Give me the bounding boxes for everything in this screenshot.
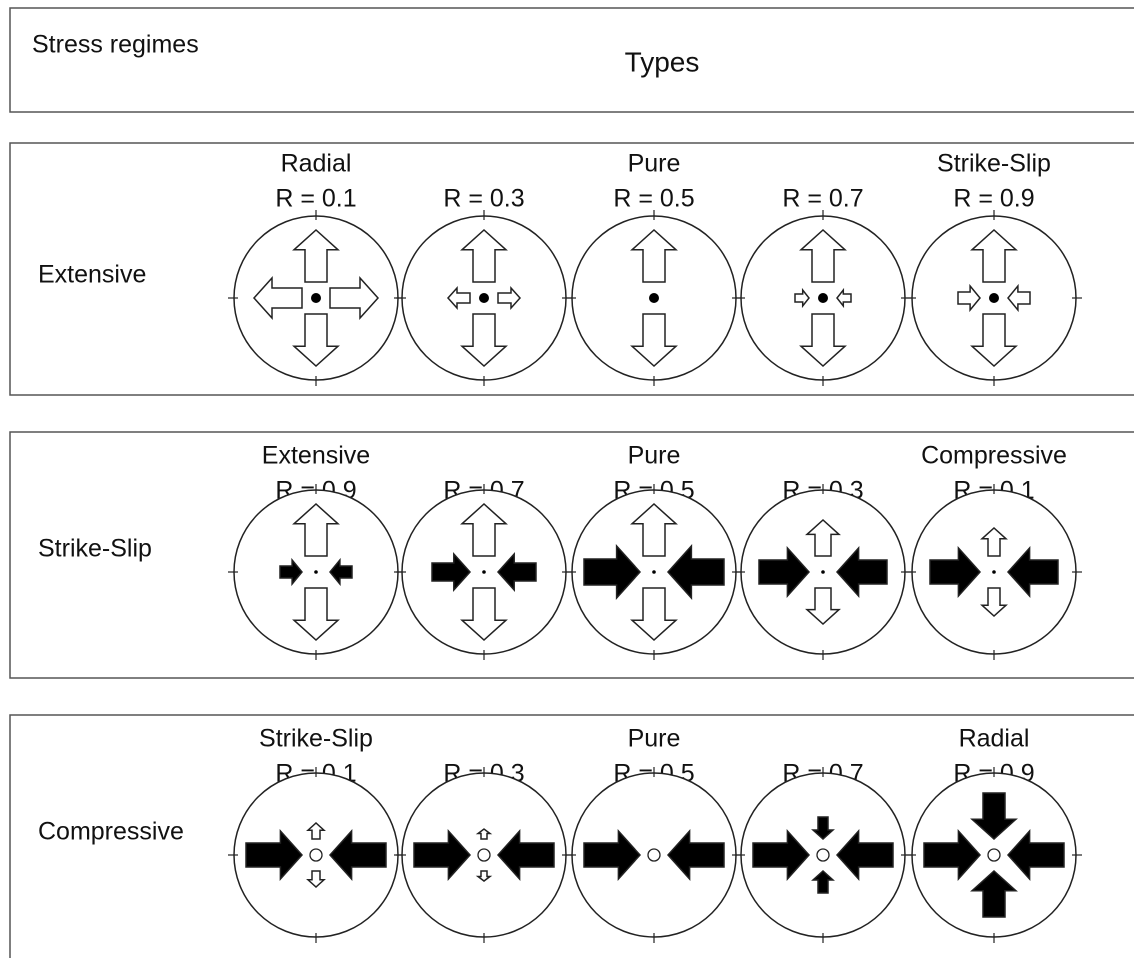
stress-arrow <box>460 228 508 283</box>
stress-arrow <box>583 829 642 881</box>
stress-arrow <box>630 502 678 557</box>
row-panel <box>9 714 1134 958</box>
stress-arrow <box>328 829 387 881</box>
stress-arrow <box>460 313 508 368</box>
stress-arrow <box>497 286 522 310</box>
stress-arrow <box>970 792 1018 841</box>
center-dot <box>309 848 323 862</box>
type-label: Pure <box>628 725 681 753</box>
r-label: R = 0.1 <box>275 185 356 213</box>
header-box <box>9 7 1134 113</box>
r-label: R = 0.7 <box>782 185 863 213</box>
stress-arrow <box>811 816 835 841</box>
stress-arrow <box>306 870 326 889</box>
type-label: Pure <box>628 150 681 178</box>
r-label: R = 0.9 <box>953 185 1034 213</box>
stress-arrow <box>794 287 810 309</box>
row-panel <box>9 142 1134 396</box>
stress-arrow <box>446 286 471 310</box>
stress-arrow <box>1006 546 1059 598</box>
stress-arrow <box>475 870 493 882</box>
center-dot <box>647 848 661 862</box>
stress-arrow <box>805 518 841 557</box>
center-dot <box>314 570 318 574</box>
stress-arrow <box>835 546 888 598</box>
stress-arrow <box>836 287 852 309</box>
center-dot <box>818 293 828 303</box>
stress-arrow <box>431 552 472 592</box>
center-dot <box>311 293 321 303</box>
stress-arrow <box>805 587 841 626</box>
type-label: Pure <box>628 442 681 470</box>
stress-arrow <box>475 828 493 840</box>
center-dot <box>989 293 999 303</box>
stress-arrow <box>630 228 678 283</box>
stress-arrow <box>292 313 340 368</box>
stress-arrow <box>292 587 340 642</box>
stress-arrow <box>496 829 555 881</box>
type-label: Strike-Slip <box>259 725 373 753</box>
stress-arrow <box>460 502 508 557</box>
stress-arrow <box>630 587 678 642</box>
stress-arrow <box>799 228 847 283</box>
stress-arrow <box>799 313 847 368</box>
stress-arrow <box>970 313 1018 368</box>
stress-arrow <box>292 228 340 283</box>
regime-label: Compressive <box>38 818 184 846</box>
stress-arrow <box>630 313 678 368</box>
center-dot <box>987 848 1001 862</box>
stress-arrow <box>970 869 1018 918</box>
stress-arrow <box>923 829 982 881</box>
stress-arrow <box>329 557 353 587</box>
stress-arrow <box>279 557 303 587</box>
stress-arrow <box>811 869 835 894</box>
stress-arrow <box>970 228 1018 283</box>
stress-arrow <box>252 276 303 320</box>
stress-arrow <box>460 587 508 642</box>
stress-arrow <box>758 546 811 598</box>
stress-arrow <box>929 546 982 598</box>
type-label: Radial <box>281 150 352 178</box>
type-label: Strike-Slip <box>937 150 1051 178</box>
stress-arrow <box>666 544 725 600</box>
stress-arrow <box>957 283 981 313</box>
stress-arrow <box>583 544 642 600</box>
center-dot <box>652 570 656 574</box>
center-dot <box>482 570 486 574</box>
stress-arrow <box>245 829 304 881</box>
r-label: R = 0.3 <box>443 185 524 213</box>
type-label: Radial <box>959 725 1030 753</box>
stress-arrow <box>980 526 1008 557</box>
row-panel <box>9 431 1134 679</box>
stress-arrow <box>496 552 537 592</box>
stress-arrow <box>329 276 380 320</box>
stress-arrow <box>752 829 811 881</box>
center-dot <box>479 293 489 303</box>
header-title: Stress regimes <box>32 31 199 59</box>
type-label: Compressive <box>921 442 1067 470</box>
stress-arrow <box>666 829 725 881</box>
center-dot <box>649 293 659 303</box>
stress-arrow <box>306 821 326 840</box>
center-dot <box>816 848 830 862</box>
header-types: Types <box>625 46 700 77</box>
stress-arrow <box>413 829 472 881</box>
center-dot <box>477 848 491 862</box>
regime-label: Extensive <box>38 261 146 289</box>
regime-label: Strike-Slip <box>38 535 152 563</box>
stress-arrow <box>1006 829 1065 881</box>
stress-arrow <box>292 502 340 557</box>
center-dot <box>992 570 996 574</box>
type-label: Extensive <box>262 442 370 470</box>
stress-arrow <box>835 829 894 881</box>
stress-arrow <box>1007 283 1031 313</box>
center-dot <box>821 570 825 574</box>
stress-arrow <box>980 587 1008 618</box>
r-label: R = 0.5 <box>613 185 694 213</box>
